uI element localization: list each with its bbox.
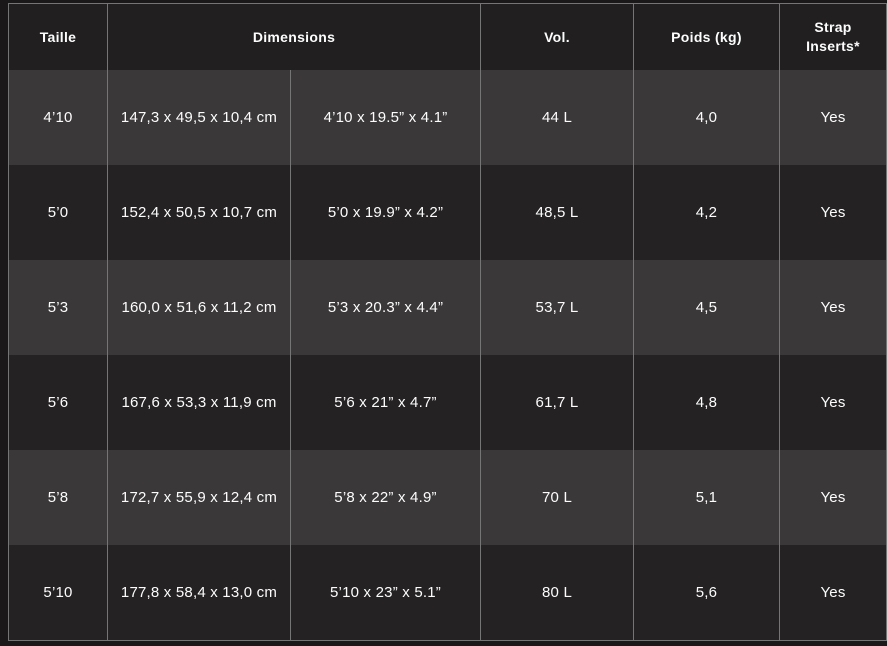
row-4-strap-inserts: Yes bbox=[780, 450, 886, 545]
row-5-poids: 5,6 bbox=[634, 545, 779, 640]
row-2-volume: 53,7 L bbox=[481, 260, 633, 355]
row-3-volume: 61,7 L bbox=[481, 355, 633, 450]
row-0-taille: 4’10 bbox=[9, 70, 107, 165]
header-taille: Taille bbox=[9, 4, 107, 70]
spec-table: Taille Dimensions Vol. Poids (kg) Strap … bbox=[8, 3, 887, 641]
row-3-taille: 5’6 bbox=[9, 355, 107, 450]
row-1-dimensions-metric: 152,4 x 50,5 x 10,7 cm bbox=[108, 165, 290, 260]
row-5-taille: 5’10 bbox=[9, 545, 107, 640]
row-5-dimensions-metric: 177,8 x 58,4 x 13,0 cm bbox=[108, 545, 290, 640]
header-strap-inserts: Strap Inserts* bbox=[780, 4, 886, 70]
row-1-dimensions-imperial: 5’0 x 19.9” x 4.2” bbox=[291, 165, 480, 260]
row-5-dimensions-imperial: 5’10 x 23” x 5.1” bbox=[291, 545, 480, 640]
row-3-strap-inserts: Yes bbox=[780, 355, 886, 450]
row-3-poids: 4,8 bbox=[634, 355, 779, 450]
row-1-taille: 5’0 bbox=[9, 165, 107, 260]
row-0-dimensions-imperial: 4’10 x 19.5” x 4.1” bbox=[291, 70, 480, 165]
row-2-dimensions-imperial: 5’3 x 20.3” x 4.4” bbox=[291, 260, 480, 355]
row-4-dimensions-metric: 172,7 x 55,9 x 12,4 cm bbox=[108, 450, 290, 545]
header-vol: Vol. bbox=[481, 4, 633, 70]
row-1-volume: 48,5 L bbox=[481, 165, 633, 260]
header-poids: Poids (kg) bbox=[634, 4, 779, 70]
row-4-poids: 5,1 bbox=[634, 450, 779, 545]
row-0-strap-inserts: Yes bbox=[780, 70, 886, 165]
row-1-strap-inserts: Yes bbox=[780, 165, 886, 260]
row-2-dimensions-metric: 160,0 x 51,6 x 11,2 cm bbox=[108, 260, 290, 355]
row-5-strap-inserts: Yes bbox=[780, 545, 886, 640]
row-3-dimensions-imperial: 5’6 x 21” x 4.7” bbox=[291, 355, 480, 450]
row-2-taille: 5’3 bbox=[9, 260, 107, 355]
row-0-volume: 44 L bbox=[481, 70, 633, 165]
row-3-dimensions-metric: 167,6 x 53,3 x 11,9 cm bbox=[108, 355, 290, 450]
row-4-taille: 5’8 bbox=[9, 450, 107, 545]
row-2-poids: 4,5 bbox=[634, 260, 779, 355]
row-2-strap-inserts: Yes bbox=[780, 260, 886, 355]
header-dimensions: Dimensions bbox=[108, 4, 480, 70]
row-0-poids: 4,0 bbox=[634, 70, 779, 165]
row-4-volume: 70 L bbox=[481, 450, 633, 545]
row-4-dimensions-imperial: 5’8 x 22” x 4.9” bbox=[291, 450, 480, 545]
row-5-volume: 80 L bbox=[481, 545, 633, 640]
row-0-dimensions-metric: 147,3 x 49,5 x 10,4 cm bbox=[108, 70, 290, 165]
row-1-poids: 4,2 bbox=[634, 165, 779, 260]
